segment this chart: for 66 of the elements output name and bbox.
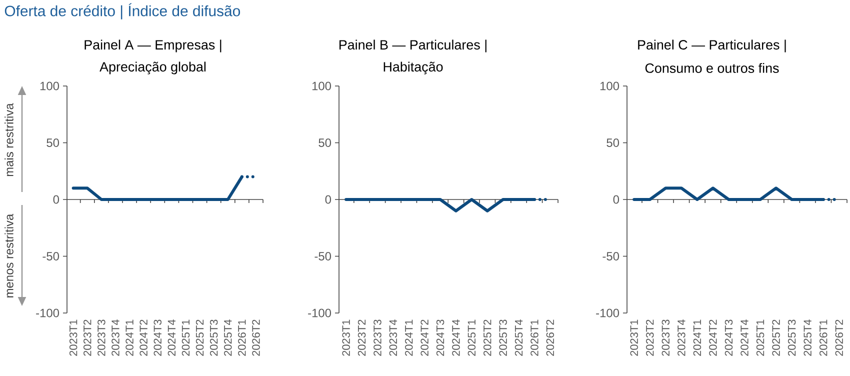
- x-tick-label: 2025T1: [756, 320, 764, 356]
- x-tick-label: 2024T2: [420, 320, 428, 356]
- x-tick-label: 2026T1: [530, 320, 538, 356]
- x-tick-label: 2024T4: [452, 320, 460, 356]
- y-tick-label: -100: [308, 308, 332, 318]
- x-tick-label: 2025T4: [514, 320, 523, 356]
- x-tick-label: 2024T2: [709, 320, 717, 356]
- x-tick-label: 2023T4: [112, 320, 120, 356]
- x-tick-label: 2025T4: [224, 320, 232, 356]
- x-tick-label: 2024T4: [740, 320, 748, 356]
- x-tick-label: 2024T1: [693, 320, 702, 356]
- y-tick-label: 100: [312, 82, 332, 90]
- chart-subtitle: Apreciação global: [100, 62, 206, 74]
- x-tick-label: 2025T1: [182, 320, 190, 356]
- x-tick-label: 2024T2: [140, 320, 148, 356]
- x-tick-label: 2023T4: [389, 320, 398, 356]
- x-tick-label: 2023T2: [84, 320, 92, 356]
- x-tick-label: 2026T1: [819, 320, 828, 356]
- x-tick-label: 2024T3: [154, 320, 162, 356]
- x-tick-label: 2023T3: [98, 320, 106, 356]
- x-tick-label: 2023T2: [358, 320, 366, 356]
- x-tick-label: 2026T2: [546, 320, 554, 356]
- y-tick-label: 50: [46, 138, 60, 147]
- x-tick-label: 2025T3: [499, 320, 507, 356]
- x-tick-label: 2025T4: [804, 320, 812, 356]
- x-tick-label: 2024T1: [126, 320, 134, 356]
- x-tick-label: 2025T2: [483, 320, 492, 356]
- chart-subtitle: Consumo e outros fins: [645, 63, 779, 73]
- x-tick-label: 2025T1: [468, 320, 476, 356]
- y-tick-label: 100: [40, 82, 60, 90]
- x-tick-label: 2023T3: [374, 320, 382, 356]
- x-tick-label: 2023T3: [662, 320, 670, 356]
- y-tick-label: -100: [36, 308, 60, 318]
- text: mais restritiva: [4, 103, 14, 176]
- y-tick-label: 0: [325, 195, 332, 204]
- x-tick-label: 2025T2: [196, 320, 204, 356]
- y-tick-label: 0: [53, 195, 60, 204]
- x-tick-label: 2026T1: [238, 320, 246, 356]
- x-tick-label: 2026T2: [252, 320, 260, 356]
- chart-subtitle: Habitação: [384, 62, 443, 74]
- x-tick-label: 2024T3: [724, 320, 733, 356]
- y-tick-label: 100: [600, 82, 620, 90]
- y-tick-label: -50: [602, 252, 620, 260]
- y-tick-label: 50: [606, 138, 620, 147]
- x-tick-label: 2023T1: [630, 320, 638, 356]
- x-tick-label: 2025T3: [788, 320, 796, 356]
- text: Oferta de crédito | Índice de difusão: [4, 3, 240, 20]
- x-tick-label: 2023T4: [678, 320, 686, 356]
- x-tick-label: 2025T2: [772, 320, 780, 356]
- y-tick-label: 50: [318, 138, 332, 147]
- y-tick-label: -50: [42, 252, 60, 260]
- x-tick-label: 2023T1: [342, 320, 350, 356]
- y-tick-label: -100: [596, 308, 620, 318]
- y-tick-label: -50: [314, 252, 332, 260]
- chart-title: Painel B — Particulares |: [339, 40, 486, 52]
- x-tick-label: 2023T1: [69, 320, 78, 356]
- text: menos restritiva: [4, 214, 14, 298]
- chart-title: Painel C — Particulares |: [638, 40, 786, 52]
- x-tick-label: 2025T3: [210, 320, 218, 356]
- x-tick-label: 2024T1: [404, 320, 413, 356]
- x-tick-label: 2026T2: [835, 320, 844, 356]
- x-tick-label: 2024T4: [168, 320, 176, 356]
- y-tick-label: 0: [613, 195, 620, 204]
- x-tick-label: 2024T3: [436, 320, 444, 356]
- chart-title: Painel A — Empresas |: [84, 40, 222, 52]
- x-tick-label: 2023T2: [646, 320, 654, 356]
